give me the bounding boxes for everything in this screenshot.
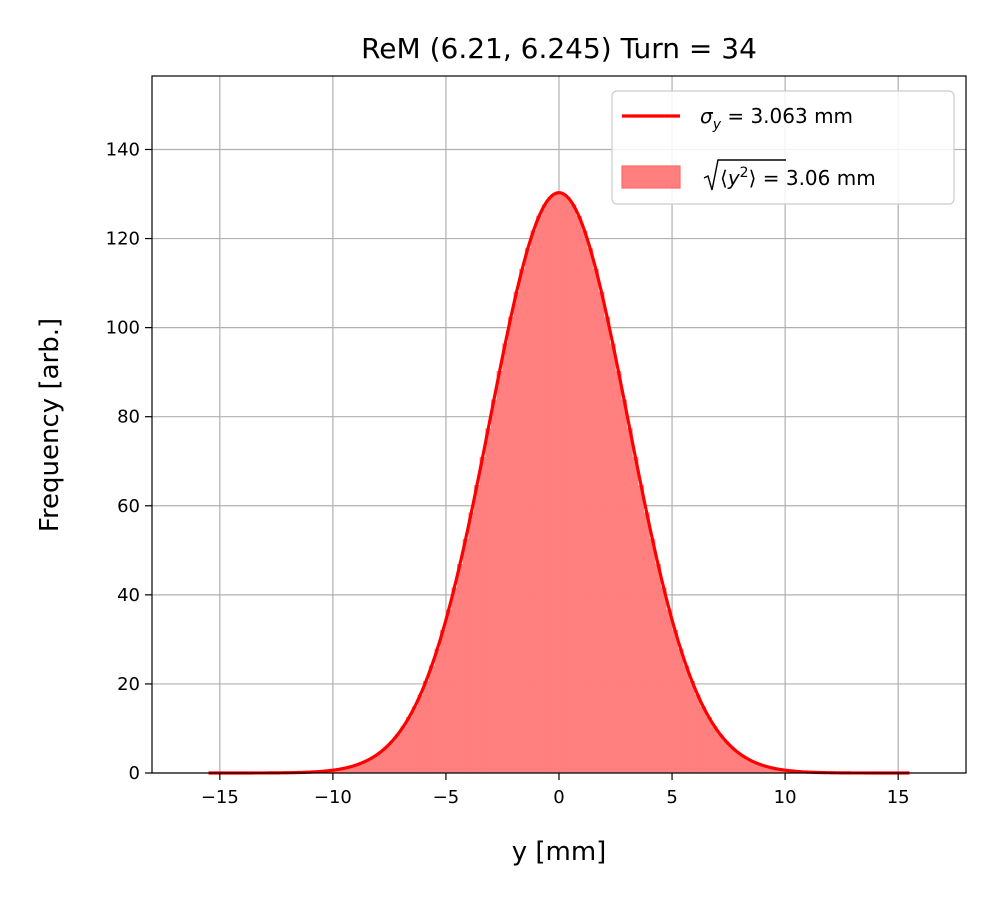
y-axis-label: Frequency [arb.] — [35, 318, 65, 532]
histogram-bar — [700, 706, 707, 774]
x-tick-label: 5 — [666, 787, 677, 808]
histogram-bar — [423, 680, 430, 774]
histogram-bar — [626, 428, 633, 774]
y-tick-label: 40 — [117, 585, 140, 606]
x-tick-label: −15 — [201, 787, 239, 808]
histogram-bar — [530, 230, 537, 774]
y-tick-label: 60 — [117, 496, 140, 517]
histogram-bar — [660, 587, 667, 774]
histogram-bar — [519, 268, 526, 774]
y-tick-label: 140 — [106, 139, 140, 160]
histogram-bar — [711, 726, 718, 774]
y-tick-label: 120 — [106, 229, 140, 250]
x-tick-label: 0 — [553, 787, 564, 808]
histogram-bar — [451, 587, 458, 774]
histogram-bar — [728, 746, 735, 774]
histogram-bar — [564, 196, 571, 774]
histogram-bar — [666, 609, 673, 774]
y-tick-label: 80 — [117, 407, 140, 428]
histogram-bar — [558, 192, 565, 774]
gaussian-fit-line — [208, 191, 910, 775]
y-tick-label: 100 — [106, 318, 140, 339]
histogram-bar — [688, 680, 695, 774]
legend-box — [611, 90, 955, 205]
histogram-bar — [462, 538, 469, 774]
histogram-bar — [389, 741, 396, 774]
histogram-bar — [428, 665, 435, 774]
histogram-bar — [524, 248, 531, 774]
histogram-bar — [502, 343, 509, 774]
histogram-bar — [383, 746, 390, 774]
chart-title: ReM (6.21, 6.245) Turn = 34 — [361, 32, 757, 65]
svg-text:⟨y2⟩ = 3.06 mm: ⟨y2⟩ = 3.06 mm — [720, 165, 876, 190]
x-tick-label: −10 — [314, 787, 352, 808]
histogram-bar — [406, 717, 413, 774]
histogram-bar — [717, 734, 724, 774]
x-tick-label: 10 — [774, 787, 797, 808]
y-tick-label: 20 — [117, 674, 140, 695]
histogram-bar — [677, 648, 684, 774]
legend-hist-swatch — [621, 165, 681, 189]
histogram-bar — [400, 726, 407, 774]
histogram-bar — [468, 512, 475, 774]
histogram-bar — [490, 399, 498, 774]
histogram-bar — [637, 485, 644, 774]
legend-entry-sigma: σy = 3.063 mm — [700, 104, 853, 133]
histogram-bar — [553, 192, 560, 774]
histogram-bar — [411, 706, 418, 774]
histogram-bar — [536, 215, 543, 774]
histogram-bar — [643, 512, 650, 774]
histogram-bar — [694, 694, 701, 774]
histogram-bar — [440, 630, 447, 774]
histogram-bar — [575, 215, 582, 774]
y-axis-ticks: 0 20 40 60 80 100 120 140 — [106, 139, 152, 784]
legend-entry-rms: ⟨y2⟩ = 3.06 mm — [703, 159, 876, 191]
histogram-bar — [474, 485, 481, 774]
histogram-bar — [570, 204, 577, 774]
histogram-bars — [208, 192, 910, 774]
histogram-bar — [479, 456, 486, 774]
histogram-bar — [547, 196, 554, 774]
histogram-bar — [581, 230, 588, 774]
histogram-bar — [620, 399, 628, 774]
x-tick-label: −5 — [433, 787, 460, 808]
histogram-bar — [615, 371, 622, 774]
histogram-bar — [457, 563, 464, 774]
histogram-bar — [683, 665, 690, 774]
x-tick-label: 15 — [887, 787, 910, 808]
histogram-bar — [434, 648, 441, 774]
histogram-bar — [485, 428, 492, 774]
histogram-bar — [587, 248, 594, 774]
histogram-bar — [507, 316, 514, 774]
histogram-bar — [592, 268, 599, 774]
x-axis-ticks: −15 −10 −5 0 5 10 15 — [201, 773, 910, 808]
histogram-bar — [671, 630, 678, 774]
histogram-bar — [654, 563, 661, 774]
histogram-bar — [598, 291, 605, 774]
histogram-bar — [649, 538, 656, 774]
histogram-bar — [513, 291, 520, 774]
histogram-bar — [705, 717, 712, 774]
histogram-bar — [445, 609, 452, 774]
histogram-bar — [632, 456, 639, 774]
histogram-bar — [496, 371, 503, 774]
histogram-bar — [541, 204, 548, 774]
histogram-bar — [394, 734, 401, 774]
histogram-bar — [722, 741, 729, 774]
legend: σy = 3.063 mm ⟨y2⟩ = 3.06 mm — [611, 90, 955, 205]
histogram-bar — [604, 316, 611, 774]
x-axis-label: y [mm] — [512, 837, 607, 867]
histogram-bar — [609, 343, 616, 774]
y-tick-label: 0 — [129, 763, 140, 784]
histogram-bar — [417, 694, 424, 774]
